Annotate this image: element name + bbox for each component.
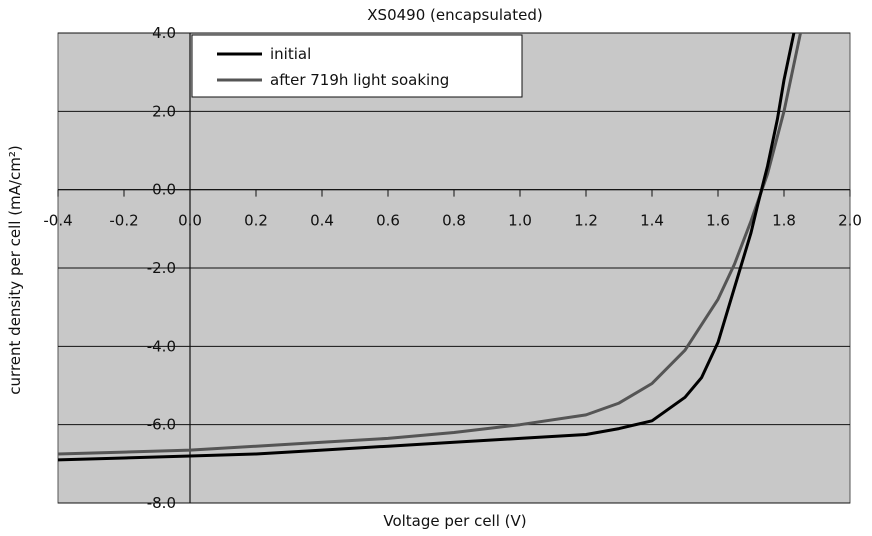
axes (57, 33, 851, 503)
series-after-soaking-line (58, 33, 802, 456)
legend: initial after 719h light soaking (191, 34, 523, 98)
x-tick-label-12: 2.0 (838, 212, 862, 230)
legend-label-after-soaking: after 719h light soaking (270, 71, 449, 89)
series-initial-line (58, 33, 796, 462)
x-tick-label-2: 0.0 (178, 212, 202, 230)
legend-box (191, 34, 523, 98)
x-tick-label-10: 1.6 (706, 212, 730, 230)
tick-labels: -0.4 -0.2 0.0 0.2 0.4 0.6 0.8 1.0 1.2 1.4 1.6 1.8 2.… (43, 24, 862, 512)
y-tick-label-6: 4.0 (152, 24, 176, 42)
x-axis-label: Voltage per cell (V) (383, 512, 526, 530)
y-axis-label: current density per cell (mA/cm²) (6, 145, 24, 394)
series-layer (58, 33, 802, 462)
x-tick-label-0: -0.4 (43, 212, 72, 230)
y-tick-label-3: -2.0 (147, 259, 176, 277)
x-tick-label-11: 1.8 (772, 212, 796, 230)
x-tick-label-6: 0.8 (442, 212, 466, 230)
x-tick-label-5: 0.6 (376, 212, 400, 230)
x-tick-label-3: 0.2 (244, 212, 268, 230)
y-tick-label-2: -4.0 (147, 337, 176, 355)
x-tick-label-4: 0.4 (310, 212, 334, 230)
y-tick-label-1: -6.0 (147, 416, 176, 434)
x-tick-label-7: 1.0 (508, 212, 532, 230)
x-tick-label-9: 1.4 (640, 212, 664, 230)
chart-title: XS0490 (encapsulated) (367, 6, 542, 24)
legend-label-initial: initial (270, 45, 311, 63)
y-tick-label-0: -8.0 (147, 494, 176, 512)
x-tick-label-1: -0.2 (109, 212, 138, 230)
y-tick-label-5: 2.0 (152, 102, 176, 120)
y-tick-label-4: 0.0 (152, 181, 176, 199)
x-tick-label-8: 1.2 (574, 212, 598, 230)
